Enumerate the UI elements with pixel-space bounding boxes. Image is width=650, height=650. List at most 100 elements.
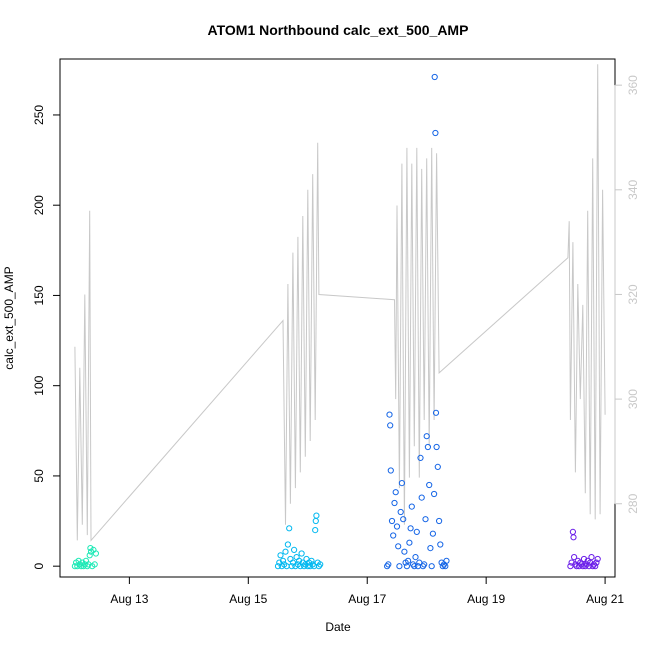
data-point bbox=[432, 409, 440, 416]
data-point bbox=[385, 561, 392, 568]
data-point bbox=[406, 539, 413, 546]
data-point bbox=[312, 527, 319, 534]
data-point bbox=[568, 559, 575, 566]
data-point bbox=[298, 550, 305, 557]
data-point bbox=[418, 494, 425, 501]
data-point bbox=[421, 561, 428, 568]
data-point bbox=[313, 512, 320, 519]
data-point bbox=[293, 554, 300, 561]
secondary-y-axis: 280 300 320 340 360 bbox=[614, 75, 640, 514]
data-point bbox=[428, 563, 435, 570]
data-point bbox=[413, 528, 420, 536]
data-point bbox=[87, 545, 94, 552]
data-point bbox=[75, 557, 82, 564]
data-point bbox=[388, 517, 396, 525]
y2-tick-label: 320 bbox=[626, 284, 640, 304]
data-point bbox=[592, 563, 599, 570]
data-point bbox=[593, 559, 600, 566]
data-point bbox=[391, 499, 398, 507]
data-point bbox=[436, 517, 443, 525]
y-tick-label: 150 bbox=[32, 285, 46, 305]
data-point bbox=[411, 563, 418, 570]
x-tick-label: Aug 21 bbox=[586, 592, 624, 606]
data-point bbox=[433, 443, 440, 451]
y-tick-label: 50 bbox=[32, 469, 46, 483]
y2-tick-label: 360 bbox=[626, 75, 640, 95]
data-point bbox=[412, 554, 419, 561]
data-point bbox=[570, 534, 577, 541]
data-point bbox=[390, 532, 397, 539]
data-point bbox=[431, 73, 438, 81]
data-point bbox=[437, 541, 444, 548]
data-point bbox=[312, 517, 319, 525]
data-point bbox=[407, 525, 414, 532]
x-tick-label: Aug 17 bbox=[348, 592, 386, 606]
data-point bbox=[422, 516, 429, 523]
data-point bbox=[443, 557, 450, 564]
x-tick-label: Aug 19 bbox=[467, 592, 505, 606]
data-point bbox=[288, 563, 295, 570]
y-tick-label: 0 bbox=[32, 563, 46, 570]
data-point bbox=[393, 523, 401, 530]
data-point bbox=[386, 411, 393, 418]
data-point bbox=[291, 546, 298, 554]
data-point bbox=[86, 552, 93, 559]
x-axis: Aug 13 Aug 15 Aug 17 Aug 19 Aug 21 bbox=[110, 576, 624, 606]
data-point bbox=[579, 563, 586, 570]
secondary-line-layer bbox=[74, 64, 606, 542]
data-point bbox=[423, 433, 430, 440]
data-point bbox=[400, 516, 407, 523]
y-tick-label: 250 bbox=[32, 105, 46, 125]
y-axis: 0 50 100 150 200 250 bbox=[32, 105, 61, 570]
data-point bbox=[432, 129, 439, 137]
data-point bbox=[85, 561, 92, 568]
data-point bbox=[405, 557, 412, 564]
data-point bbox=[401, 548, 408, 555]
data-point bbox=[431, 490, 438, 498]
secondary-series-line bbox=[74, 64, 606, 542]
data-point bbox=[395, 543, 402, 550]
data-point bbox=[569, 528, 577, 536]
data-point bbox=[396, 563, 403, 570]
data-point bbox=[387, 422, 394, 429]
y2-tick-label: 340 bbox=[626, 179, 640, 199]
data-point bbox=[286, 525, 293, 532]
data-point bbox=[408, 503, 415, 510]
data-point bbox=[434, 463, 441, 470]
data-point bbox=[427, 545, 434, 552]
data-point bbox=[580, 555, 588, 563]
data-point bbox=[308, 557, 315, 564]
data-point bbox=[424, 443, 431, 451]
data-point bbox=[417, 454, 424, 461]
y-tick-label: 100 bbox=[32, 375, 46, 395]
data-point bbox=[398, 480, 405, 487]
x-tick-label: Aug 15 bbox=[229, 592, 267, 606]
data-point bbox=[392, 489, 399, 496]
data-point bbox=[279, 557, 287, 564]
data-point bbox=[277, 552, 284, 559]
data-point bbox=[387, 467, 394, 474]
data-point bbox=[429, 530, 436, 537]
data-point bbox=[92, 550, 100, 557]
data-point bbox=[397, 508, 404, 516]
data-point bbox=[78, 563, 85, 570]
x-tick-label: Aug 13 bbox=[110, 592, 148, 606]
data-point bbox=[284, 541, 291, 548]
y2-tick-label: 300 bbox=[626, 389, 640, 409]
data-point bbox=[594, 555, 601, 563]
y-tick-label: 200 bbox=[32, 195, 46, 215]
chart-title: ATOM1 Northbound calc_ext_500_AMP bbox=[208, 22, 469, 38]
scatter-points-layer bbox=[71, 73, 601, 570]
data-point bbox=[282, 548, 289, 555]
data-point bbox=[426, 481, 433, 489]
data-point bbox=[588, 554, 595, 561]
data-point bbox=[274, 563, 282, 570]
x-axis-label: Date bbox=[325, 620, 351, 634]
y2-tick-label: 280 bbox=[626, 493, 640, 513]
data-point bbox=[571, 554, 578, 561]
plot-frame bbox=[59, 58, 616, 578]
data-point bbox=[91, 561, 98, 568]
y-axis-label: calc_ext_500_AMP bbox=[2, 266, 16, 369]
data-point bbox=[317, 561, 324, 568]
